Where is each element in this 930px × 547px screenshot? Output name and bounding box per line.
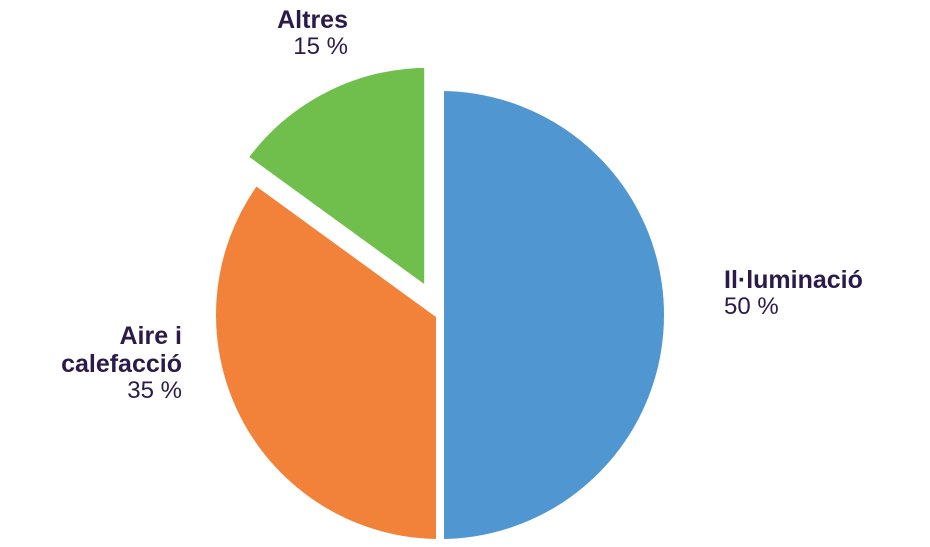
slice-label-aire-i-calefaccio: Aire i calefacció 35 % (0, 322, 182, 405)
slice-value-aire-i-calefaccio: 35 % (0, 378, 182, 405)
slice-value-altres: 15 % (148, 34, 348, 61)
slice-label-illuminacio: Il·luminació 50 % (724, 266, 863, 321)
slice-name-illuminacio: Il·luminació (724, 266, 863, 294)
slice-value-illuminacio: 50 % (724, 294, 863, 321)
pie-slice-il-luminacio (440, 87, 668, 542)
slice-name-aire-line-2: calefacció (0, 350, 182, 378)
slice-name-aire-line-1: Aire i (0, 322, 182, 350)
slice-label-altres: Altres 15 % (148, 6, 348, 61)
slice-name-altres: Altres (148, 6, 348, 34)
